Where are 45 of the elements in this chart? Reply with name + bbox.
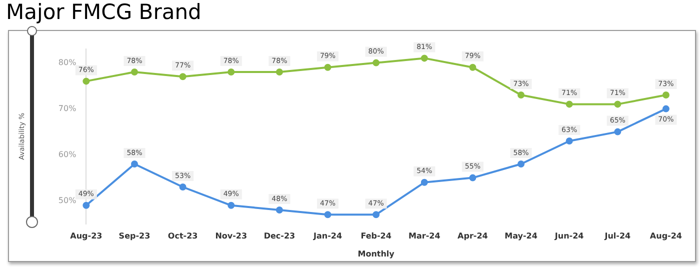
x-axis-title: Monthly bbox=[358, 249, 396, 258]
x-tick-label: Dec-23 bbox=[264, 232, 296, 241]
x-tick-label: Apr-24 bbox=[458, 232, 488, 241]
point bbox=[130, 160, 138, 168]
x-tick-label: Nov-23 bbox=[215, 232, 248, 241]
point bbox=[324, 64, 332, 71]
point bbox=[420, 54, 428, 62]
point bbox=[518, 92, 525, 98]
point bbox=[228, 68, 235, 76]
point bbox=[82, 78, 90, 85]
point bbox=[179, 184, 186, 190]
x-tick-label: Jul-24 bbox=[604, 232, 632, 241]
point bbox=[614, 100, 622, 108]
x-tick-label: Mar-24 bbox=[408, 232, 441, 241]
y-tick-label: 60% bbox=[58, 150, 77, 159]
point bbox=[276, 68, 283, 76]
point bbox=[179, 73, 186, 80]
point bbox=[130, 68, 138, 76]
point bbox=[566, 100, 573, 108]
x-tick-label: Jan-24 bbox=[312, 232, 342, 241]
x-tick-label: Oct-23 bbox=[168, 232, 198, 241]
point bbox=[662, 92, 670, 98]
x-tick-label: Feb-24 bbox=[360, 232, 392, 241]
y-tick-label: 70% bbox=[58, 104, 77, 113]
y-tick-label: 80% bbox=[58, 58, 77, 67]
point bbox=[276, 206, 283, 214]
point bbox=[228, 202, 235, 209]
point bbox=[82, 202, 90, 209]
x-tick-label: Aug-24 bbox=[650, 232, 682, 241]
y-tick-label: 50% bbox=[58, 196, 77, 205]
chart-title: Major FMCG Brand bbox=[6, 0, 202, 24]
point bbox=[372, 211, 380, 218]
point bbox=[566, 138, 573, 144]
point bbox=[420, 178, 428, 186]
x-tick-label: Sep-23 bbox=[118, 232, 150, 241]
point bbox=[518, 160, 525, 168]
point bbox=[324, 211, 332, 218]
x-tick-label: Aug-23 bbox=[70, 232, 102, 241]
point bbox=[372, 59, 380, 66]
point bbox=[469, 174, 476, 182]
x-tick-label: May-24 bbox=[504, 232, 538, 241]
point bbox=[662, 105, 670, 112]
point bbox=[614, 128, 622, 136]
point bbox=[469, 64, 476, 71]
x-tick-label: Jun-24 bbox=[554, 232, 584, 241]
